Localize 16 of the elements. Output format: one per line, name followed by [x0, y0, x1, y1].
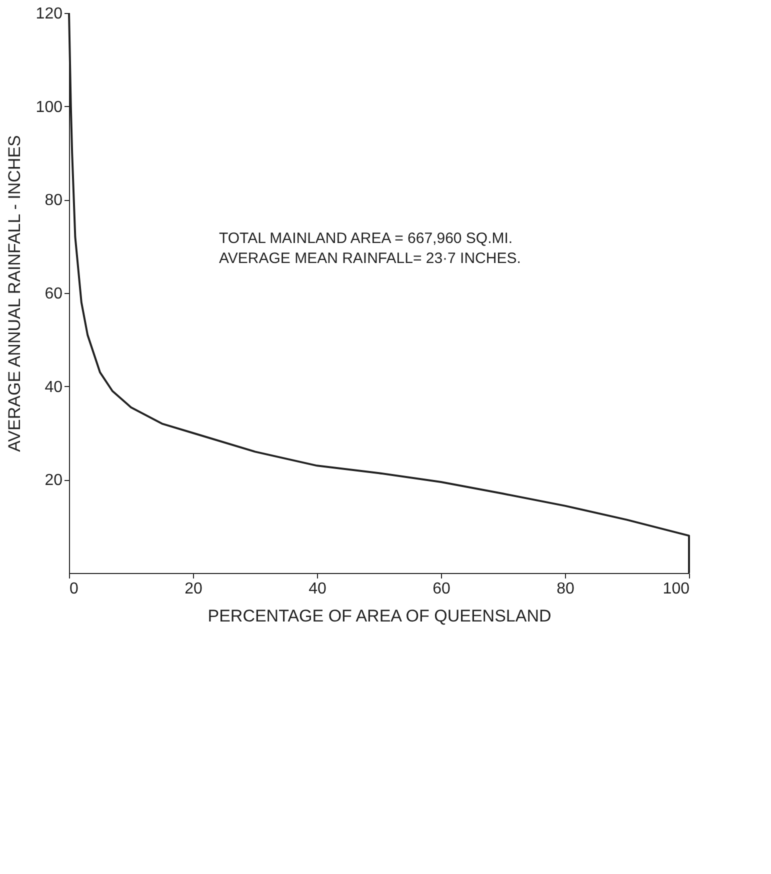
- x-tick-label: 0: [70, 580, 78, 598]
- x-tick-label: 60: [432, 580, 450, 598]
- x-tick-label: 80: [556, 580, 574, 598]
- x-axis-title: PERCENTAGE OF AREA OF QUEENSLAND: [208, 606, 552, 626]
- y-tick-label: 20: [44, 472, 63, 490]
- annotation: TOTAL MAINLAND AREA = 667,960 SQ.MI.: [219, 230, 513, 247]
- y-tick-label: 80: [44, 192, 63, 210]
- y-tick-label: 40: [44, 378, 63, 396]
- x-tick-label: 100: [662, 580, 690, 598]
- y-tick-label: 60: [44, 286, 63, 302]
- x-tick-label: 20: [184, 580, 202, 598]
- y-tick-label: 120: [36, 6, 63, 22]
- y-axis-title: AVERAGE ANNUAL RAINFALL - INCHES: [4, 135, 24, 452]
- annotation: AVERAGE MEAN RAINFALL= 23·7 INCHES.: [219, 250, 521, 267]
- y-tick-label: 100: [36, 98, 63, 116]
- x-tick-label: 40: [308, 580, 326, 598]
